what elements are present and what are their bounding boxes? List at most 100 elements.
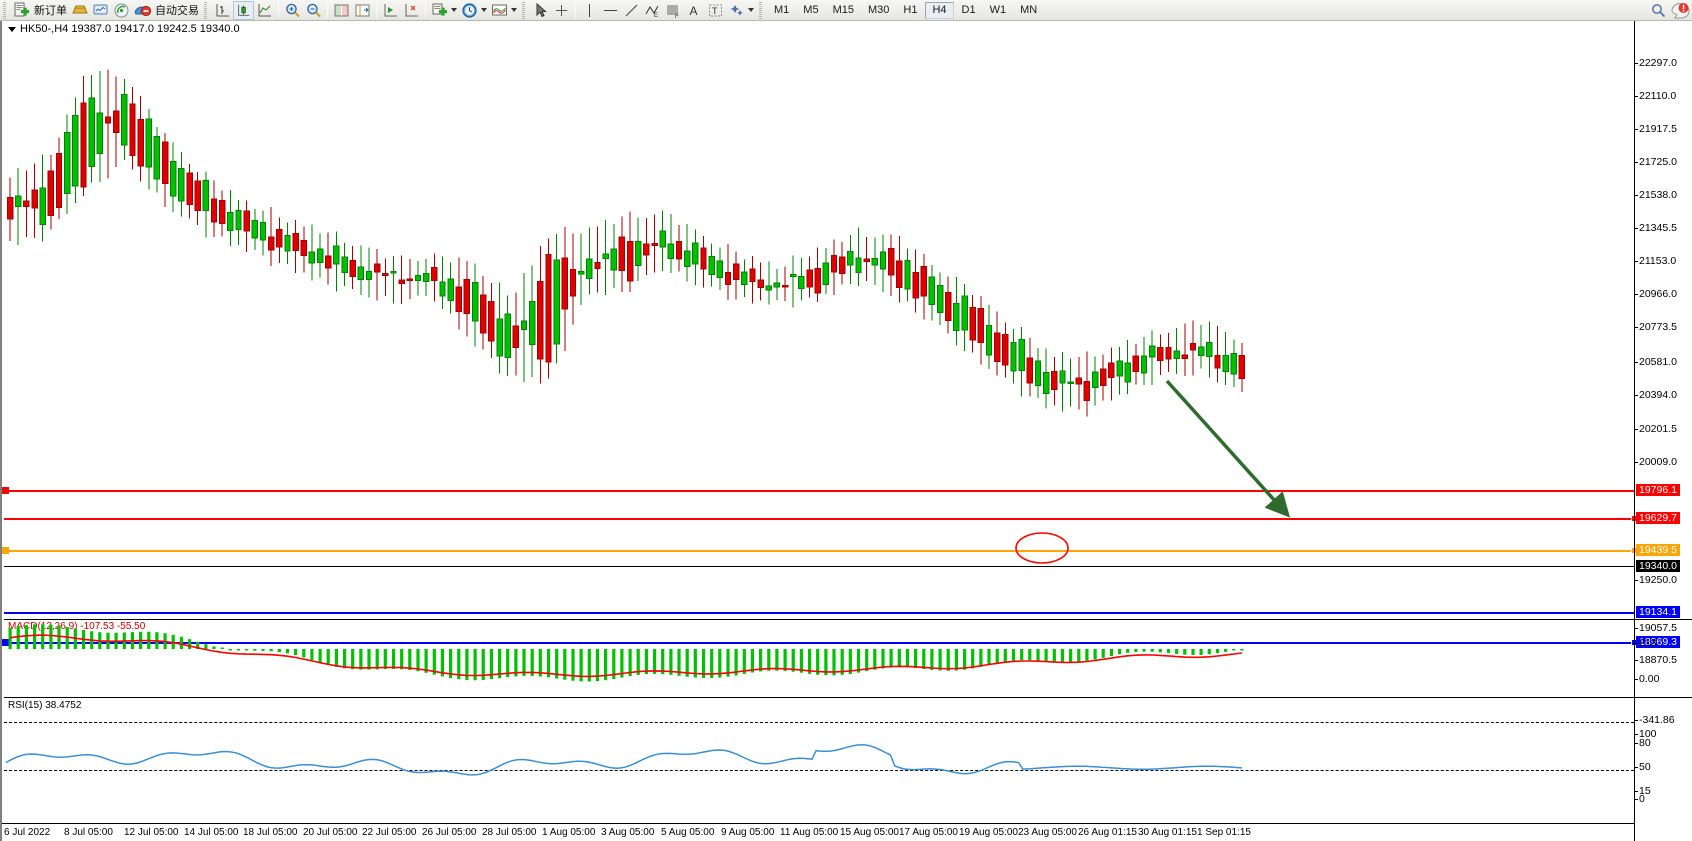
time-tick-label: 1 Aug 05:00 [542, 827, 596, 838]
bar-shift-left-icon[interactable] [380, 1, 401, 20]
chart-title-text: HK50-,H4 19387.0 19417.0 19242.5 19340.0 [20, 23, 240, 35]
toolbar-separator-3 [376, 2, 377, 18]
svg-text:F: F [675, 14, 679, 19]
new-order-label[interactable]: 新订单 [34, 5, 67, 17]
level-line-body [4, 518, 1634, 520]
price-scale[interactable]: 22297.0 22110.0 21917.5 21725.0 21538.0 21345… [1634, 21, 1692, 841]
time-tick-label: 30 Aug 01:15 [1138, 827, 1197, 838]
alert-icon[interactable] [1669, 1, 1692, 20]
text-icon[interactable]: A [684, 1, 705, 20]
svg-text:T: T [712, 6, 718, 16]
price-tick-label: 20966.0 [1635, 288, 1677, 300]
templates-icon[interactable] [489, 1, 510, 20]
chart-shift-icon[interactable] [352, 1, 373, 20]
time-tick-label: 8 Jul 05:00 [64, 827, 113, 838]
bar-shift-right-icon[interactable] [401, 1, 422, 20]
bar-chart-icon[interactable] [212, 1, 233, 20]
rsi-overbought-line [4, 722, 1634, 723]
level-left-handle-resistance-2[interactable] [2, 487, 9, 494]
expert-advisor-icon[interactable] [132, 1, 153, 20]
timeframe-m5[interactable]: M5 [803, 4, 819, 16]
signal-icon[interactable] [111, 1, 132, 20]
indicator-tick-label: 15 [1635, 785, 1651, 797]
level-line-body [4, 642, 1634, 644]
price-tick-label: 20773.5 [1635, 321, 1677, 333]
price-level-badge[interactable]: 19340.0 [1636, 560, 1680, 572]
price-tick-label: 22297.0 [1635, 57, 1677, 69]
auto-trading-label[interactable]: 自动交易 [155, 5, 199, 17]
line-chart-icon[interactable] [254, 1, 275, 20]
timeframe-m1[interactable]: M1 [774, 4, 790, 16]
macd-plot[interactable] [4, 621, 1638, 696]
zoom-out-icon[interactable] [303, 1, 324, 20]
new-order-icon[interactable] [11, 1, 32, 20]
cursor-icon[interactable] [530, 1, 551, 20]
price-tick-label: 20581.0 [1635, 356, 1677, 368]
price-tick-label: 21917.5 [1635, 123, 1677, 135]
level-line-body [4, 566, 1634, 567]
chart-collapse-caret-icon[interactable] [8, 26, 16, 32]
candle-chart-icon[interactable] [233, 0, 254, 20]
terminal-icon[interactable] [90, 1, 111, 20]
time-tick-label: 14 Jul 05:00 [184, 827, 239, 838]
chart-frame[interactable]: HK50-,H4 19387.0 19417.0 19242.5 19340.0 [0, 21, 1692, 841]
toolbar-grip-2[interactable] [203, 1, 210, 19]
svg-text:A: A [690, 4, 698, 18]
time-tick-label: 28 Jul 05:00 [482, 827, 537, 838]
indicator-tick-label: 100 [1635, 728, 1657, 740]
toolbar-grip-4[interactable] [758, 1, 765, 19]
price-level-badge[interactable]: 19134.1 [1636, 606, 1680, 618]
rsi-label: RSI(15) 38.4752 [8, 700, 82, 711]
fibonacci-icon[interactable]: F [663, 1, 684, 20]
price-level-badge[interactable]: 19629.7 [1636, 512, 1680, 524]
price-tick-label: 20009.0 [1635, 456, 1677, 468]
toolbar-grip-3[interactable] [521, 1, 528, 19]
level-line-body [4, 490, 1634, 492]
crosshair-icon[interactable] [551, 1, 572, 20]
timeframe-m30[interactable]: M30 [867, 4, 890, 16]
zoom-in-icon[interactable] [282, 1, 303, 20]
price-level-badge[interactable]: 19796.1 [1636, 484, 1680, 496]
text-label-icon[interactable]: T [705, 1, 726, 20]
price-tick-label: 20394.0 [1635, 389, 1677, 401]
timeframe-h1[interactable]: H1 [903, 4, 918, 16]
objects-icon[interactable] [726, 1, 747, 20]
price-level-badge[interactable]: 18969.3 [1636, 636, 1680, 648]
indicator-tick-label: 80 [1635, 737, 1651, 749]
indicator-tick-label: 213 [1635, 637, 1657, 649]
rsi-pane-top-border [4, 697, 1692, 698]
objects-dropdown-caret-icon[interactable] [748, 8, 754, 12]
timeframe-d1[interactable]: D1 [961, 4, 976, 16]
auto-scroll-icon[interactable] [331, 1, 352, 20]
horizontal-line-icon[interactable] [600, 1, 621, 20]
find-icon[interactable] [1648, 1, 1669, 20]
price-plot[interactable] [4, 21, 1638, 621]
period-icon[interactable] [459, 1, 480, 20]
toolbar-separator-5 [575, 2, 576, 18]
rsi-plot[interactable] [4, 697, 1638, 817]
price-level-badge[interactable]: 19439.5 [1636, 544, 1680, 556]
time-tick-label: 1 Sep 01:15 [1197, 827, 1251, 838]
main-toolbar[interactable]: 新订单 自动交易 [0, 0, 1692, 21]
toolbar-separator-1 [278, 2, 279, 18]
level-left-handle-support-2[interactable] [2, 639, 9, 646]
indicators-icon[interactable] [429, 1, 450, 20]
time-scale[interactable]: 6 Jul 2022 8 Jul 05:00 12 Jul 05:00 14 Jul … [2, 823, 1634, 841]
vertical-line-icon[interactable] [579, 1, 600, 20]
chart-container[interactable]: HK50-,H4 19387.0 19417.0 19242.5 19340.0 [0, 21, 1692, 841]
trendline-icon[interactable] [621, 1, 642, 20]
templates-dropdown-caret-icon[interactable] [511, 8, 517, 12]
timeframe-mn[interactable]: MN [1020, 4, 1038, 16]
equidistant-channel-icon[interactable]: E [642, 1, 663, 20]
toolbar-grip-1[interactable] [2, 1, 9, 19]
price-tick-label: 18870.5 [1635, 654, 1677, 666]
time-tick-label: 15 Aug 05:00 [840, 827, 899, 838]
timeframe-h4[interactable]: H4 [925, 1, 954, 19]
gold-bar-icon[interactable] [69, 1, 90, 20]
timeframe-m15[interactable]: M15 [832, 4, 854, 16]
timeframe-w1[interactable]: W1 [989, 4, 1007, 16]
period-dropdown-caret-icon[interactable] [481, 8, 487, 12]
indicators-dropdown-caret-icon[interactable] [451, 8, 457, 12]
level-left-handle-pivot[interactable] [2, 547, 9, 554]
time-tick-label: 18 Jul 05:00 [243, 827, 298, 838]
